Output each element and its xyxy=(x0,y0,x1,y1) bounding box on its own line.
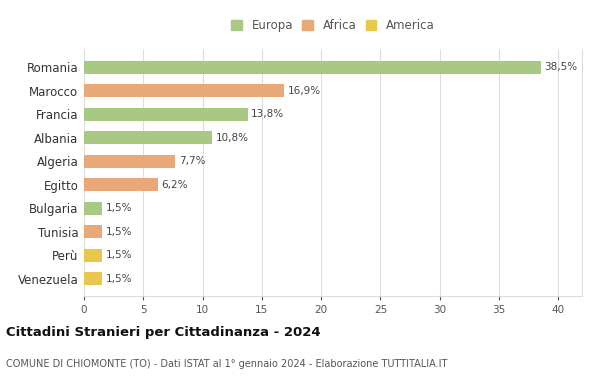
Text: 1,5%: 1,5% xyxy=(106,203,132,213)
Bar xyxy=(84,249,102,262)
Bar xyxy=(84,84,284,97)
Text: 1,5%: 1,5% xyxy=(106,274,132,284)
Text: Cittadini Stranieri per Cittadinanza - 2024: Cittadini Stranieri per Cittadinanza - 2… xyxy=(6,326,320,339)
Legend: Europa, Africa, America: Europa, Africa, America xyxy=(228,16,438,36)
Text: 1,5%: 1,5% xyxy=(106,227,132,237)
Text: 10,8%: 10,8% xyxy=(215,133,248,142)
Bar xyxy=(84,155,175,168)
Text: 38,5%: 38,5% xyxy=(544,62,577,72)
Bar xyxy=(84,202,102,215)
Text: 6,2%: 6,2% xyxy=(161,180,188,190)
Text: 1,5%: 1,5% xyxy=(106,250,132,260)
Bar xyxy=(84,225,102,238)
Bar xyxy=(84,131,212,144)
Text: 13,8%: 13,8% xyxy=(251,109,284,119)
Text: COMUNE DI CHIOMONTE (TO) - Dati ISTAT al 1° gennaio 2024 - Elaborazione TUTTITAL: COMUNE DI CHIOMONTE (TO) - Dati ISTAT al… xyxy=(6,359,448,369)
Bar xyxy=(84,272,102,285)
Bar xyxy=(84,108,248,120)
Text: 16,9%: 16,9% xyxy=(288,86,321,96)
Text: 7,7%: 7,7% xyxy=(179,156,205,166)
Bar xyxy=(84,61,541,74)
Bar xyxy=(84,178,158,191)
